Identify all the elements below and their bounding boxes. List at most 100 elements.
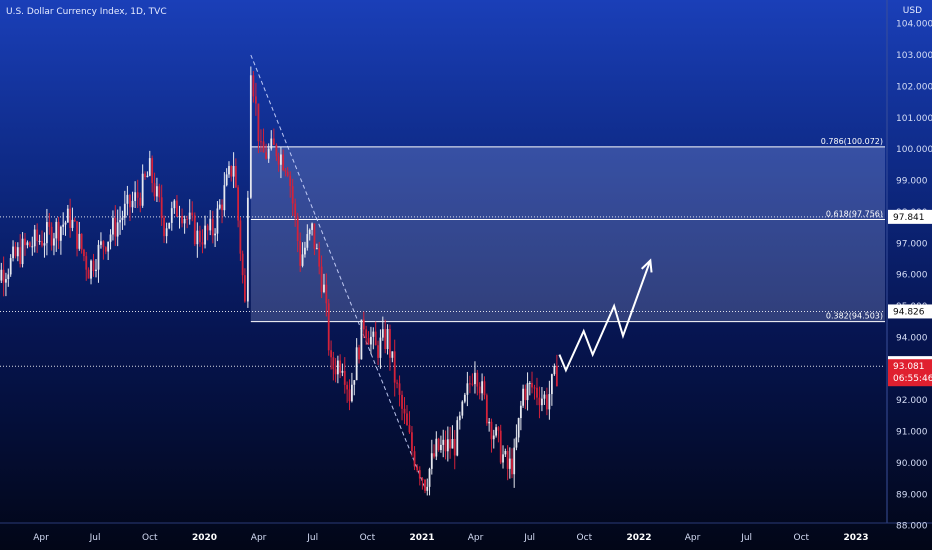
candle-body	[181, 216, 183, 224]
candle-body	[265, 152, 268, 159]
candle-body	[153, 183, 156, 197]
candle-body	[367, 338, 370, 345]
candle-body	[289, 175, 292, 187]
candle-body	[517, 418, 520, 438]
candle-body	[545, 394, 548, 410]
candle-body	[0, 269, 3, 281]
candle-body	[355, 347, 358, 381]
candle-body	[488, 421, 491, 424]
candle-body	[131, 200, 134, 208]
fib-level-label: 0.618(97.756)	[826, 210, 883, 219]
candle-body	[522, 388, 525, 406]
candle-body	[129, 194, 131, 208]
x-tick-label: Jul	[306, 533, 318, 543]
candle-body	[119, 220, 121, 223]
candle-body	[332, 357, 335, 370]
price-tag	[888, 209, 932, 224]
candle-body	[334, 369, 337, 375]
candle-body	[206, 225, 209, 231]
candle-body	[538, 397, 541, 406]
candle-body	[543, 394, 546, 399]
candle-body	[499, 430, 502, 463]
candle-body	[126, 194, 129, 204]
y-tick-label: 97.000	[896, 239, 928, 249]
candle-body	[163, 217, 165, 237]
candle-body	[199, 230, 201, 243]
candle-body	[453, 439, 456, 456]
candle-body	[196, 230, 199, 245]
candle-body	[411, 432, 413, 452]
candle-body	[64, 222, 67, 225]
y-tick-label: 104.000	[896, 20, 932, 30]
candle-body	[249, 75, 252, 198]
candle-body	[12, 246, 14, 259]
candle-body	[216, 208, 219, 234]
candle-body	[320, 266, 323, 293]
candle-body	[386, 328, 389, 350]
candle-body	[107, 241, 110, 252]
candle-body	[24, 238, 26, 246]
candle-body	[474, 372, 476, 385]
candle-body	[327, 303, 330, 351]
candle-body	[243, 275, 246, 302]
candle-body	[144, 173, 146, 178]
candle-body	[193, 215, 196, 245]
candle-body	[365, 329, 368, 339]
candle-body	[173, 200, 176, 209]
x-tick-label: Apr	[251, 533, 267, 543]
candle-body	[483, 381, 486, 396]
candle-body	[80, 233, 83, 250]
price-tag-label: 94.826	[893, 307, 925, 317]
candle-body	[286, 171, 289, 176]
candle-body	[76, 221, 78, 249]
candle-body	[343, 370, 346, 385]
candle-body	[277, 156, 280, 165]
bar-countdown: 06:55:46	[893, 374, 932, 384]
candle-body	[230, 166, 233, 177]
candle-body	[351, 384, 353, 402]
candle-body	[506, 450, 509, 469]
candle-body	[401, 394, 403, 409]
candle-body	[78, 233, 81, 249]
candle-body	[21, 238, 24, 265]
candle-body	[7, 274, 10, 280]
candle-body	[358, 347, 360, 360]
candle-body	[191, 212, 194, 216]
candle-body	[136, 192, 139, 198]
candle-body	[461, 401, 464, 416]
candle-body	[241, 253, 244, 276]
candle-body	[109, 234, 112, 242]
candle-body	[313, 223, 316, 249]
candle-body	[548, 394, 551, 410]
x-tick-label: Oct	[794, 533, 810, 543]
candle-body	[188, 212, 191, 220]
candle-body	[377, 345, 379, 358]
candle-body	[83, 249, 85, 257]
candle-body	[69, 208, 72, 228]
candle-body	[246, 197, 249, 302]
candle-body	[396, 382, 398, 384]
candle-body	[471, 383, 474, 385]
price-tag	[888, 304, 932, 319]
candle-body	[346, 384, 349, 390]
candle-body	[26, 242, 29, 246]
x-tick-label: Apr	[468, 533, 484, 543]
x-tick-label: Jul	[740, 533, 752, 543]
candle-body	[291, 186, 294, 204]
candle-body	[267, 148, 270, 159]
candle-body	[158, 186, 161, 198]
candle-body	[148, 158, 151, 176]
candle-body	[381, 329, 384, 338]
candle-body	[511, 458, 513, 475]
candle-body	[45, 222, 48, 244]
candle-body	[379, 337, 382, 358]
current-price-tag	[888, 359, 932, 387]
candle-body	[403, 408, 406, 414]
candle-body	[232, 166, 235, 177]
candle-body	[223, 185, 226, 211]
candle-body	[73, 219, 76, 222]
candle-body	[428, 468, 431, 487]
candle-body	[442, 439, 445, 445]
candle-body	[201, 242, 204, 245]
